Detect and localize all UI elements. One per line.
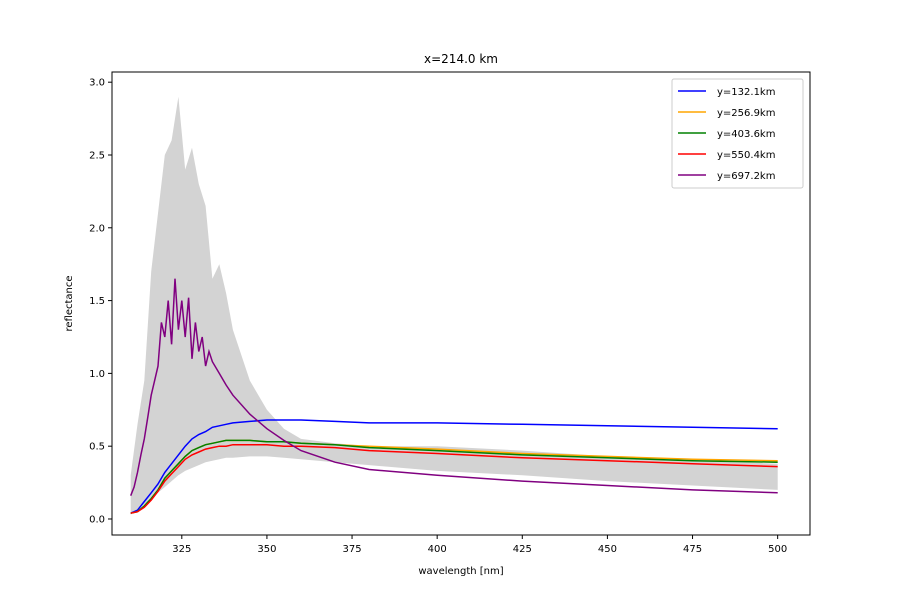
y-tick-label: 2.0 [89,223,105,234]
y-tick-label: 1.0 [89,369,105,380]
y-axis-label: reflectance [64,275,75,331]
legend: y=132.1km y=256.9km y=403.6km y=550.4km y=69… [671,78,804,189]
x-tick-label: 500 [768,544,787,555]
legend-label: y=132.1km [717,87,775,98]
y-tick-label: 1.5 [89,296,105,307]
x-tick-label: 475 [683,544,702,555]
y-axis: 0.0 0.5 1.0 1.5 2.0 2.5 3.0 [89,78,112,525]
legend-label: y=550.4km [717,150,775,161]
y-tick-label: 0.5 [89,442,105,453]
x-tick-label: 375 [342,544,361,555]
y-tick-label: 2.5 [89,150,105,161]
legend-label: y=697.2km [717,171,775,182]
x-axis: 325 350 375 400 425 450 475 500 [172,535,787,555]
legend-label: y=256.9km [717,108,775,119]
legend-box [671,78,804,189]
range-band [130,96,778,515]
plot-area [130,96,778,515]
x-tick-label: 325 [172,544,191,555]
series-line-4 [130,443,778,514]
y-tick-label: 0.0 [89,514,105,525]
legend-label: y=403.6km [717,129,775,140]
chart-title: x=214.0 km [424,52,498,66]
series-line-1 [130,419,778,514]
x-tick-label: 450 [598,544,617,555]
y-tick-label: 3.0 [89,78,105,89]
series-line-5 [130,278,778,496]
x-tick-label: 350 [257,544,276,555]
x-tick-label: 425 [513,544,532,555]
axes-frame [111,71,811,536]
series-line-3 [130,439,778,514]
x-axis-label: wavelength [nm] [418,566,503,577]
x-tick-label: 400 [428,544,447,555]
